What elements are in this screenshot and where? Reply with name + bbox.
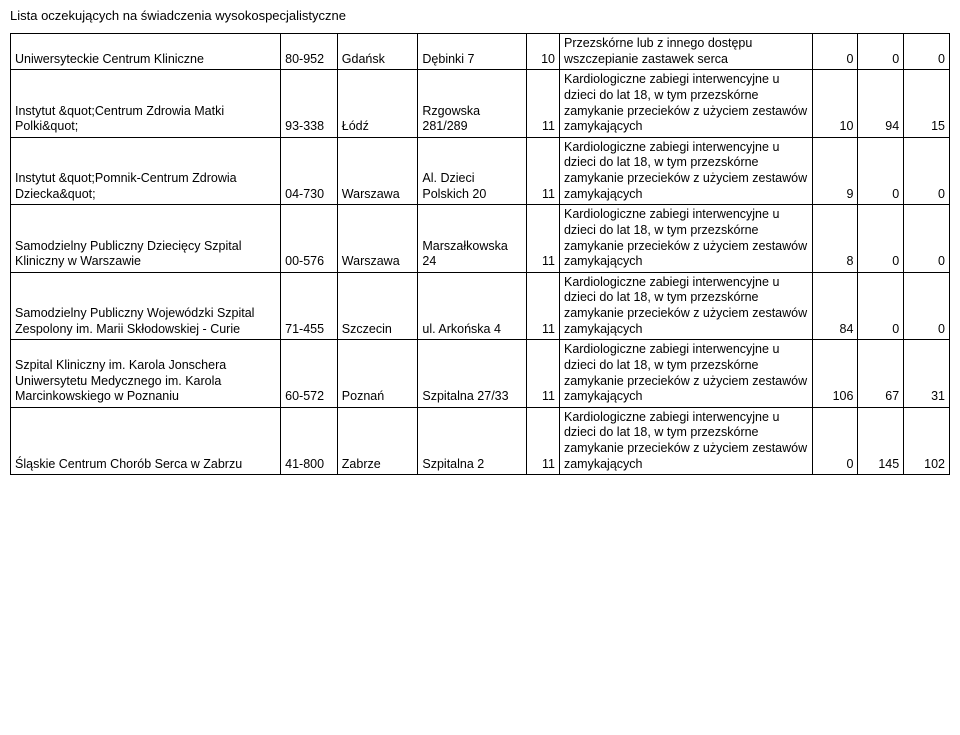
table-cell: Poznań [337,340,418,408]
table-cell: Samodzielny Publiczny Dziecięcy Szpital … [11,205,281,273]
table-cell: 94 [858,70,904,138]
table-cell: ul. Arkońska 4 [418,272,527,340]
table-cell: 11 [527,272,560,340]
table-row: Instytut &quot;Centrum Zdrowia Matki Pol… [11,70,950,138]
table-cell: Al. Dzieci Polskich 20 [418,137,527,205]
table-cell: 15 [904,70,950,138]
page-title: Lista oczekujących na świadczenia wysoko… [10,8,950,23]
data-table: Uniwersyteckie Centrum Kliniczne80-952Gd… [10,33,950,475]
table-cell: Przezskórne lub z innego dostępu wszczep… [559,34,812,70]
table-cell: 10 [812,70,858,138]
table-cell: 11 [527,205,560,273]
table-cell: Gdańsk [337,34,418,70]
table-row: Uniwersyteckie Centrum Kliniczne80-952Gd… [11,34,950,70]
table-cell: 0 [812,34,858,70]
table-cell: Warszawa [337,205,418,273]
table-cell: 11 [527,70,560,138]
table-cell: 11 [527,340,560,408]
table-cell: Szpitalna 27/33 [418,340,527,408]
table-cell: 67 [858,340,904,408]
table-cell: 11 [527,137,560,205]
table-row: Śląskie Centrum Chorób Serca w Zabrzu41-… [11,407,950,475]
table-cell: 11 [527,407,560,475]
table-cell: 80-952 [281,34,338,70]
table-row: Szpital Kliniczny im. Karola Jonschera U… [11,340,950,408]
table-cell: 60-572 [281,340,338,408]
table-cell: Kardiologiczne zabiegi interwencyjne u d… [559,70,812,138]
table-cell: 0 [858,34,904,70]
table-cell: Szczecin [337,272,418,340]
table-row: Samodzielny Publiczny Dziecięcy Szpital … [11,205,950,273]
table-cell: 145 [858,407,904,475]
table-cell: Uniwersyteckie Centrum Kliniczne [11,34,281,70]
table-cell: 00-576 [281,205,338,273]
table-row: Instytut &quot;Pomnik-Centrum Zdrowia Dz… [11,137,950,205]
table-cell: Szpitalna 2 [418,407,527,475]
table-row: Samodzielny Publiczny Wojewódzki Szpital… [11,272,950,340]
table-cell: 106 [812,340,858,408]
table-cell: Rzgowska 281/289 [418,70,527,138]
table-cell: 04-730 [281,137,338,205]
table-cell: Kardiologiczne zabiegi interwencyjne u d… [559,205,812,273]
table-cell: 93-338 [281,70,338,138]
table-cell: Instytut &quot;Pomnik-Centrum Zdrowia Dz… [11,137,281,205]
table-cell: 9 [812,137,858,205]
table-cell: 71-455 [281,272,338,340]
table-cell: 41-800 [281,407,338,475]
table-cell: 8 [812,205,858,273]
table-cell: Instytut &quot;Centrum Zdrowia Matki Pol… [11,70,281,138]
table-cell: 0 [904,272,950,340]
table-cell: Zabrze [337,407,418,475]
table-cell: Kardiologiczne zabiegi interwencyjne u d… [559,137,812,205]
table-cell: Samodzielny Publiczny Wojewódzki Szpital… [11,272,281,340]
table-cell: Szpital Kliniczny im. Karola Jonschera U… [11,340,281,408]
table-cell: 0 [858,272,904,340]
table-cell: Łódź [337,70,418,138]
table-cell: Kardiologiczne zabiegi interwencyjne u d… [559,272,812,340]
table-cell: Kardiologiczne zabiegi interwencyjne u d… [559,407,812,475]
table-cell: 0 [812,407,858,475]
table-cell: 84 [812,272,858,340]
table-cell: Kardiologiczne zabiegi interwencyjne u d… [559,340,812,408]
table-cell: Marszałkowska 24 [418,205,527,273]
table-cell: Warszawa [337,137,418,205]
table-cell: 10 [527,34,560,70]
table-cell: 0 [858,205,904,273]
table-cell: 0 [904,137,950,205]
table-cell: Dębinki 7 [418,34,527,70]
table-cell: 0 [904,34,950,70]
table-cell: 31 [904,340,950,408]
table-cell: 102 [904,407,950,475]
table-cell: 0 [858,137,904,205]
table-cell: 0 [904,205,950,273]
table-cell: Śląskie Centrum Chorób Serca w Zabrzu [11,407,281,475]
